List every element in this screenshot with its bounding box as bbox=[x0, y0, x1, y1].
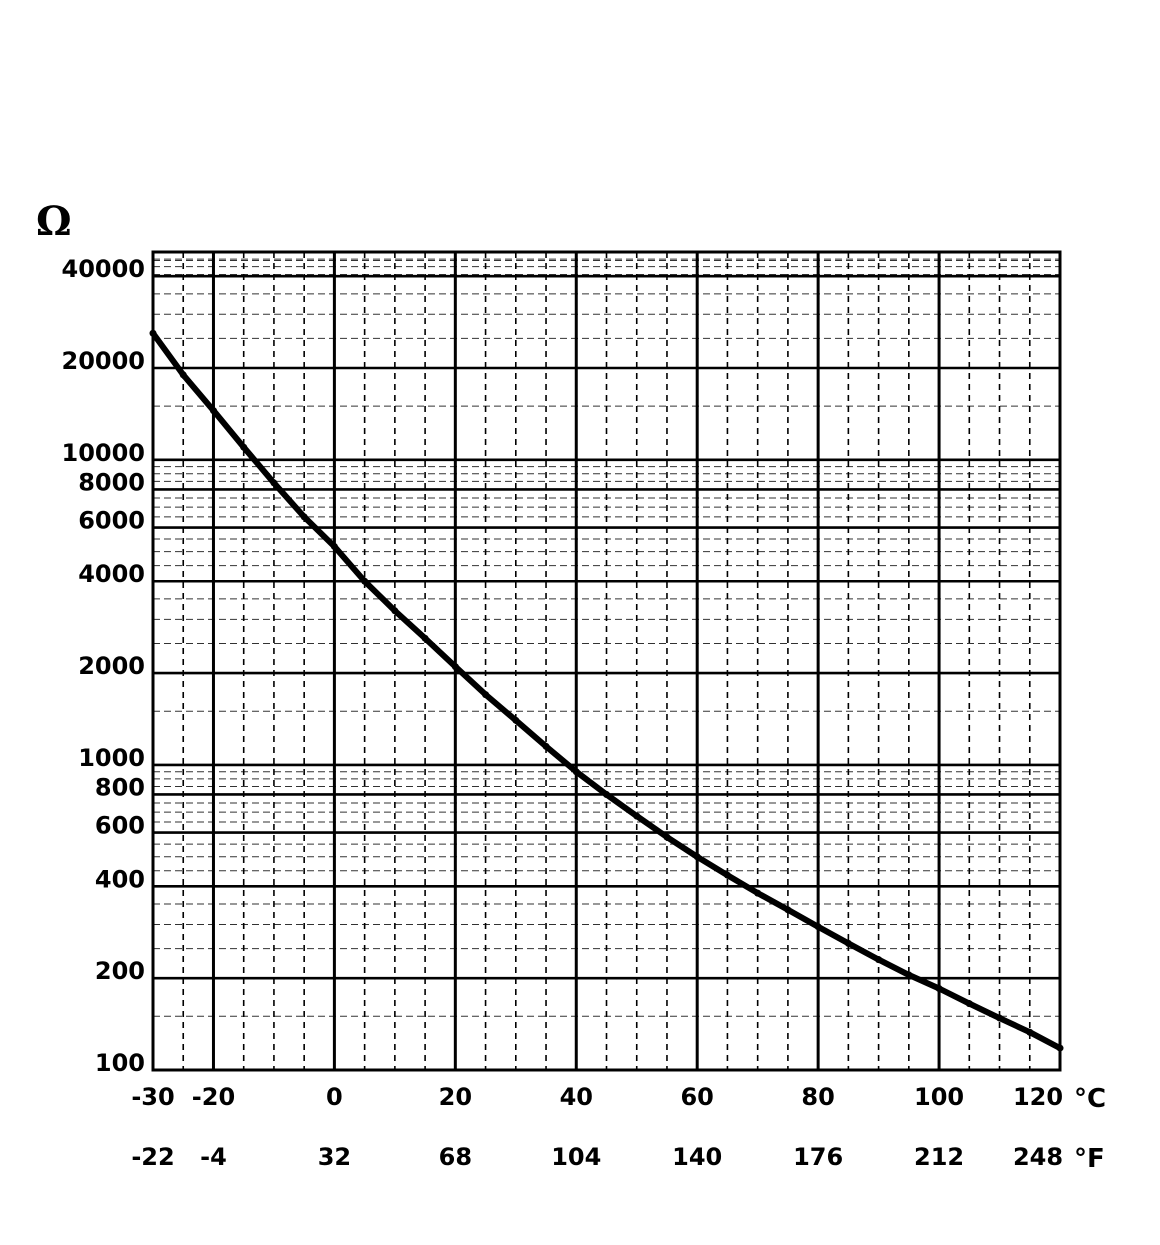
y-tick-label: 200 bbox=[95, 957, 145, 985]
data-point bbox=[421, 634, 429, 642]
y-tick-label: 400 bbox=[95, 865, 145, 893]
data-point bbox=[603, 790, 610, 798]
x-tick-label-celsius: -30 bbox=[131, 1083, 174, 1111]
x-tick-labels-celsius: -30 -20 0 20 40 60 80 100 120 °C bbox=[131, 1083, 1106, 1114]
data-point bbox=[875, 956, 883, 964]
x-tick-label-fahrenheit: 212 bbox=[914, 1143, 964, 1171]
data-point bbox=[844, 939, 852, 947]
x-unit-celsius: °C bbox=[1074, 1084, 1106, 1114]
y-tick-label: 40000 bbox=[62, 255, 146, 283]
y-tick-label: 4000 bbox=[78, 560, 145, 588]
plot-frame bbox=[151, 250, 1062, 1072]
data-point bbox=[391, 607, 399, 615]
y-axis-label: Ω bbox=[36, 198, 72, 245]
y-tick-label: 6000 bbox=[78, 507, 145, 535]
data-point bbox=[754, 889, 762, 897]
data-point bbox=[482, 691, 490, 699]
x-tick-label-celsius: 0 bbox=[326, 1083, 343, 1111]
x-tick-label-celsius: -20 bbox=[192, 1083, 235, 1111]
data-point bbox=[996, 1014, 1004, 1022]
data-point bbox=[965, 1000, 973, 1008]
y-tick-label: 1000 bbox=[78, 744, 145, 772]
x-tick-label-celsius: 120 bbox=[1013, 1083, 1063, 1111]
x-tick-label-fahrenheit: -4 bbox=[200, 1143, 227, 1171]
y-tick-label: 8000 bbox=[78, 468, 145, 496]
x-tick-label-celsius: 80 bbox=[801, 1083, 834, 1111]
y-tick-label: 2000 bbox=[78, 652, 145, 680]
data-point bbox=[572, 768, 580, 776]
y-tick-label: 100 bbox=[95, 1049, 145, 1077]
data-point bbox=[209, 407, 217, 415]
data-point bbox=[361, 577, 369, 585]
data-point bbox=[270, 479, 278, 487]
grid-minor bbox=[153, 252, 1060, 1070]
data-point bbox=[240, 443, 248, 451]
data-point bbox=[179, 371, 187, 379]
data-point bbox=[814, 923, 822, 931]
x-tick-label-fahrenheit: 104 bbox=[551, 1143, 601, 1171]
x-tick-label-fahrenheit: 32 bbox=[318, 1143, 351, 1171]
x-tick-labels-fahrenheit: -22 -4 32 68 104 140 176 212 248 °F bbox=[131, 1143, 1104, 1174]
data-point bbox=[633, 812, 641, 820]
data-point bbox=[935, 984, 943, 992]
x-tick-label-celsius: 60 bbox=[680, 1083, 713, 1111]
x-tick-label-fahrenheit: -22 bbox=[131, 1143, 174, 1171]
x-unit-fahrenheit: °F bbox=[1074, 1144, 1105, 1174]
x-tick-label-fahrenheit: 68 bbox=[439, 1143, 472, 1171]
y-tick-label: 10000 bbox=[62, 439, 146, 467]
data-point bbox=[451, 663, 459, 671]
data-point bbox=[723, 871, 731, 879]
x-tick-label-celsius: 100 bbox=[914, 1083, 964, 1111]
data-point bbox=[149, 329, 157, 337]
y-tick-label: 20000 bbox=[62, 347, 146, 375]
data-point bbox=[300, 513, 308, 521]
x-tick-label-celsius: 40 bbox=[560, 1083, 593, 1111]
data-point bbox=[663, 833, 671, 841]
data-point bbox=[693, 853, 701, 861]
data-point bbox=[1026, 1028, 1034, 1036]
y-tick-label: 600 bbox=[95, 812, 145, 840]
data-point bbox=[905, 971, 913, 979]
x-tick-label-fahrenheit: 176 bbox=[793, 1143, 843, 1171]
x-tick-label-celsius: 20 bbox=[439, 1083, 472, 1111]
data-point bbox=[512, 716, 520, 724]
y-tick-label: 800 bbox=[95, 773, 145, 801]
data-point bbox=[542, 742, 550, 750]
x-tick-label-fahrenheit: 248 bbox=[1013, 1143, 1063, 1171]
data-point bbox=[330, 542, 338, 550]
series-group bbox=[149, 329, 1064, 1052]
x-tick-label-fahrenheit: 140 bbox=[672, 1143, 722, 1171]
data-point bbox=[1056, 1044, 1064, 1052]
data-point bbox=[784, 906, 792, 914]
